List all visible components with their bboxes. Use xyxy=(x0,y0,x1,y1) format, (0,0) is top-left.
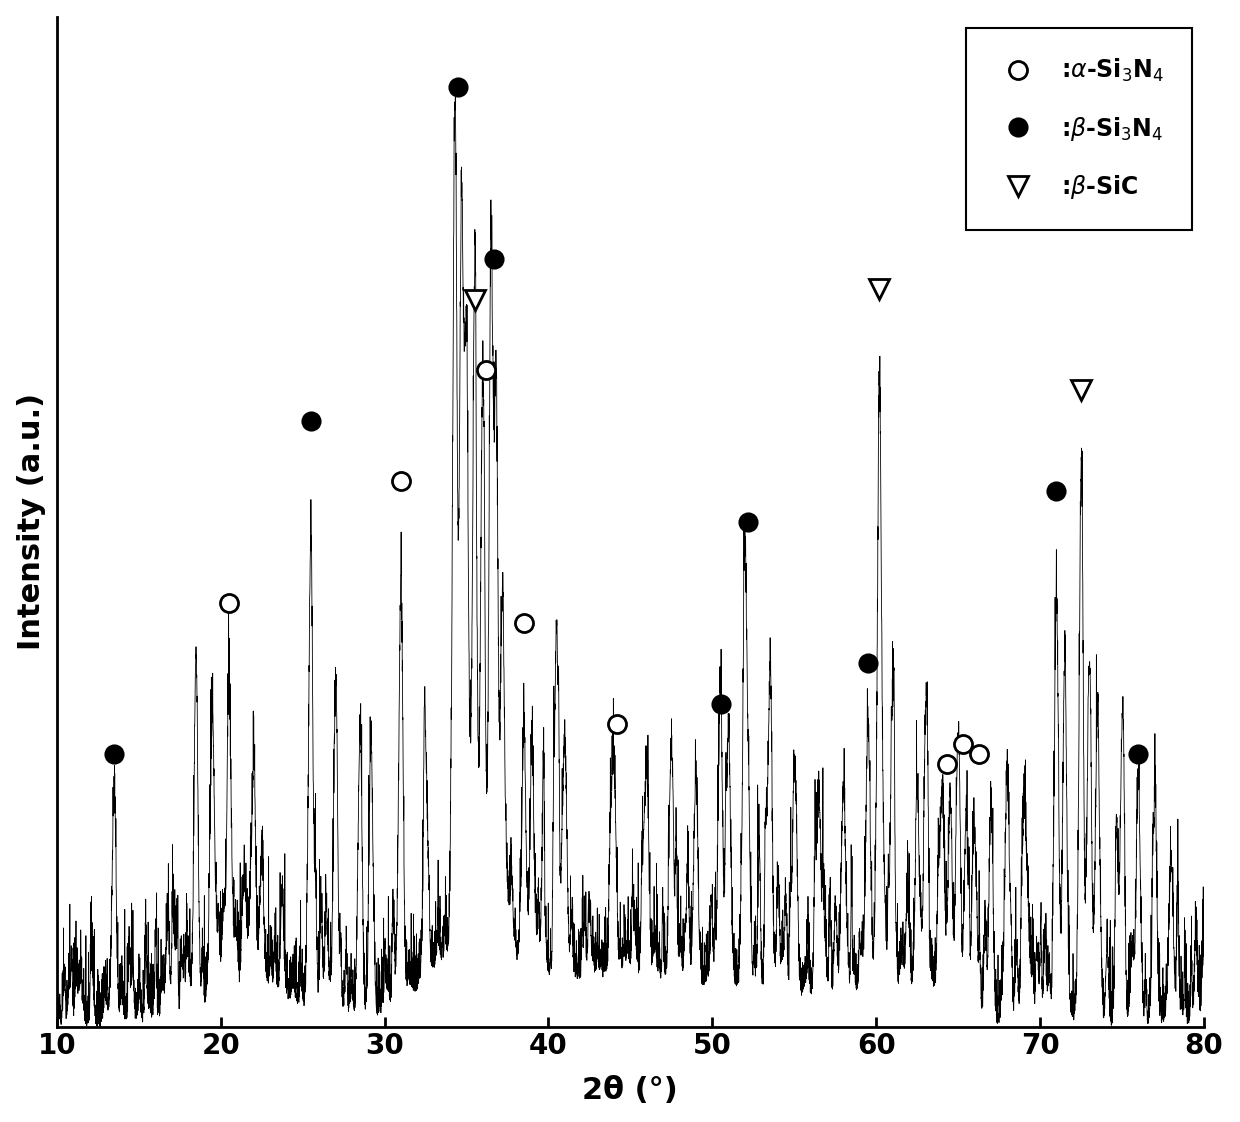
Legend: :$\alpha$-Si$_3$N$_4$, :$\beta$-Si$_3$N$_4$, :$\beta$-SiC: :$\alpha$-Si$_3$N$_4$, :$\beta$-Si$_3$N$… xyxy=(966,28,1192,230)
Y-axis label: Intensity (a.u.): Intensity (a.u.) xyxy=(16,393,46,651)
X-axis label: 2θ (°): 2θ (°) xyxy=(583,1076,678,1105)
